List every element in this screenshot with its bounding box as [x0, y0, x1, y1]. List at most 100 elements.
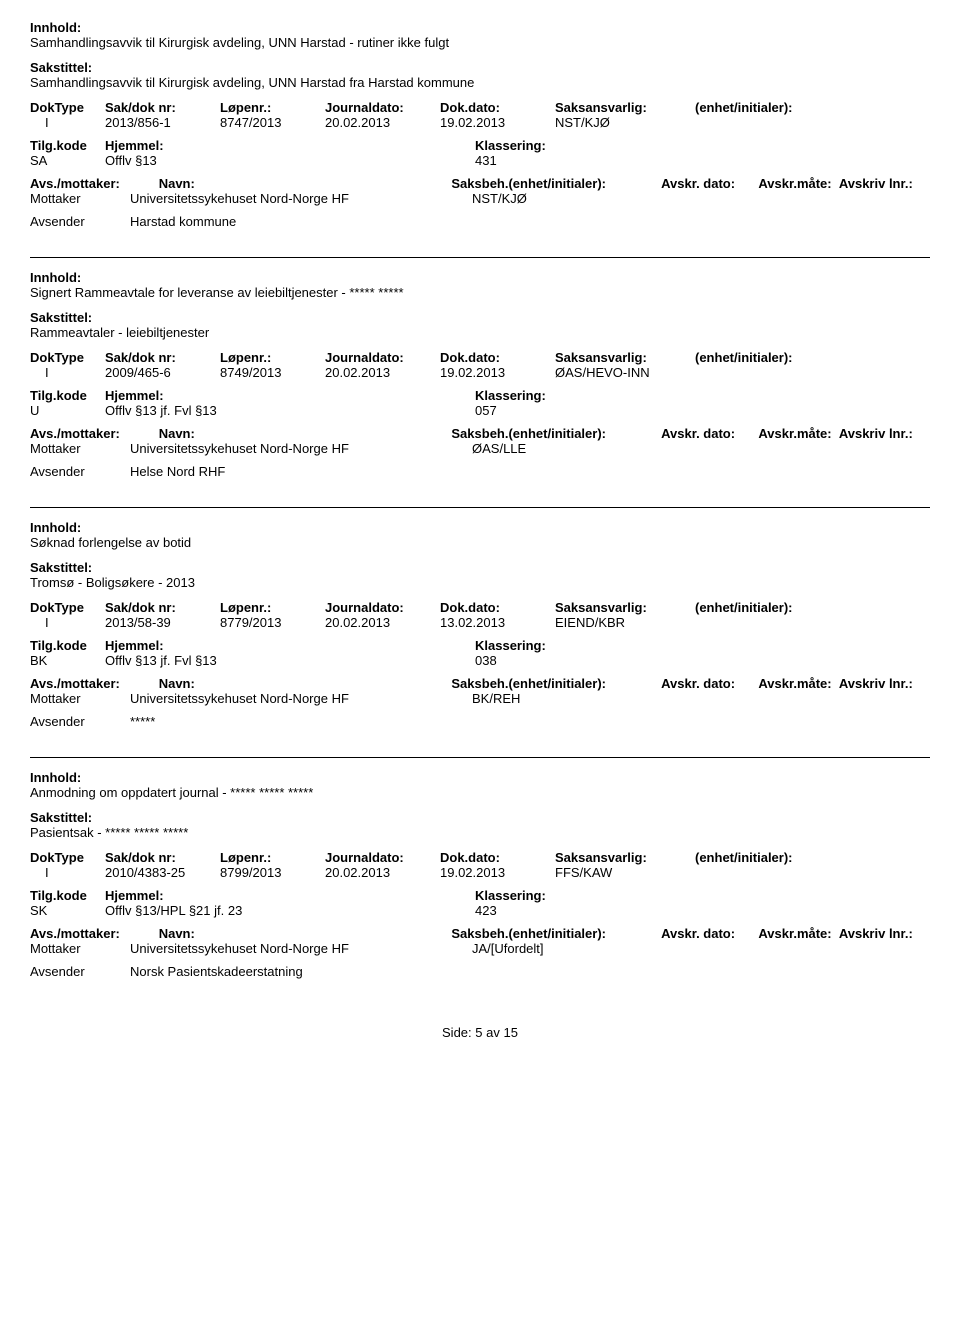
- journal-record: Innhold: Søknad forlengelse av botid Sak…: [30, 520, 930, 745]
- hjemmel-value: Offlv §13: [105, 153, 475, 168]
- record-divider: [30, 507, 930, 508]
- klassering-value: 423: [475, 903, 675, 918]
- hjemmel-value: Offlv §13/HPL §21 jf. 23: [105, 903, 475, 918]
- tilgkode-value: SA: [30, 153, 105, 168]
- lopenr-value: 8779/2013: [220, 615, 325, 630]
- innhold-text: Samhandlingsavvik til Kirurgisk avdeling…: [30, 35, 930, 50]
- journal-record: Innhold: Signert Rammeavtale for leveran…: [30, 270, 930, 495]
- enhet-header: (enhet/initialer):: [695, 350, 845, 365]
- tilgkode-header: Tilg.kode: [30, 888, 105, 903]
- innhold-label: Innhold:: [30, 270, 930, 285]
- mottaker-saksbeh: ØAS/LLE: [472, 441, 672, 456]
- klassering-value: 038: [475, 653, 675, 668]
- tilgkode-header: Tilg.kode: [30, 138, 105, 153]
- saksansvarlig-value: NST/KJØ: [555, 115, 695, 130]
- avskrdato-header: Avskr. dato:: [661, 426, 758, 441]
- enhet-header: (enhet/initialer):: [695, 600, 845, 615]
- hjemmel-value: Offlv §13 jf. Fvl §13: [105, 653, 475, 668]
- journaldato-value: 20.02.2013: [325, 615, 440, 630]
- saksansvarlig-header: Saksansvarlig:: [555, 600, 695, 615]
- lopenr-header: Løpenr.:: [220, 600, 325, 615]
- saksbeh-header: Saksbeh.(enhet/initialer):: [451, 926, 661, 941]
- innhold-text: Anmodning om oppdatert journal - ***** *…: [30, 785, 930, 800]
- tilgkode-header: Tilg.kode: [30, 388, 105, 403]
- dokdato-value: 19.02.2013: [440, 865, 555, 880]
- lopenr-header: Løpenr.:: [220, 350, 325, 365]
- innhold-label: Innhold:: [30, 770, 930, 785]
- dokdato-value: 13.02.2013: [440, 615, 555, 630]
- doktype-header: DokType: [30, 100, 105, 115]
- sakstittel-text: Samhandlingsavvik til Kirurgisk avdeling…: [30, 75, 930, 90]
- doktype-value: I: [30, 865, 105, 880]
- hjemmel-header: Hjemmel:: [105, 638, 475, 653]
- page-total: 15: [504, 1025, 518, 1040]
- navn-header: Navn:: [159, 176, 452, 191]
- avsender-navn: *****: [130, 714, 530, 729]
- journaldato-header: Journaldato:: [325, 350, 440, 365]
- navn-header: Navn:: [159, 426, 452, 441]
- enhet-header: (enhet/initialer):: [695, 850, 845, 865]
- sakstittel-label: Sakstittel:: [30, 810, 930, 825]
- navn-header: Navn:: [159, 676, 452, 691]
- mottaker-label: Mottaker: [30, 191, 130, 206]
- record-divider: [30, 257, 930, 258]
- mottaker-saksbeh: NST/KJØ: [472, 191, 672, 206]
- klassering-header: Klassering:: [475, 138, 675, 153]
- mottaker-navn: Universitetssykehuset Nord-Norge HF: [130, 441, 472, 456]
- saksansvarlig-value: FFS/KAW: [555, 865, 695, 880]
- journaldato-value: 20.02.2013: [325, 365, 440, 380]
- navn-header: Navn:: [159, 926, 452, 941]
- avsender-navn: Harstad kommune: [130, 214, 530, 229]
- avskrdato-header: Avskr. dato:: [661, 676, 758, 691]
- avsmottaker-header: Avs./mottaker:: [30, 926, 159, 941]
- mottaker-label: Mottaker: [30, 441, 130, 456]
- dokdato-value: 19.02.2013: [440, 365, 555, 380]
- avskrmate-header: Avskr.måte: Avskriv lnr.:: [758, 676, 930, 691]
- sakstittel-label: Sakstittel:: [30, 560, 930, 575]
- sakstittel-text: Rammeavtaler - leiebiltjenester: [30, 325, 930, 340]
- avsender-navn: Norsk Pasientskadeerstatning: [130, 964, 530, 979]
- avsender-label: Avsender: [30, 964, 130, 979]
- innhold-label: Innhold:: [30, 520, 930, 535]
- saksbeh-header: Saksbeh.(enhet/initialer):: [451, 676, 661, 691]
- mottaker-label: Mottaker: [30, 691, 130, 706]
- doktype-header: DokType: [30, 350, 105, 365]
- avsender-label: Avsender: [30, 714, 130, 729]
- avskrmate-header: Avskr.måte: Avskriv lnr.:: [758, 926, 930, 941]
- saksansvarlig-value: EIEND/KBR: [555, 615, 695, 630]
- saksansvarlig-value: ØAS/HEVO-INN: [555, 365, 695, 380]
- saksbeh-header: Saksbeh.(enhet/initialer):: [451, 176, 661, 191]
- mottaker-navn: Universitetssykehuset Nord-Norge HF: [130, 691, 472, 706]
- lopenr-value: 8749/2013: [220, 365, 325, 380]
- journaldato-value: 20.02.2013: [325, 865, 440, 880]
- journaldato-header: Journaldato:: [325, 600, 440, 615]
- doktype-header: DokType: [30, 600, 105, 615]
- avsmottaker-header: Avs./mottaker:: [30, 676, 159, 691]
- mottaker-label: Mottaker: [30, 941, 130, 956]
- dokdato-value: 19.02.2013: [440, 115, 555, 130]
- lopenr-value: 8747/2013: [220, 115, 325, 130]
- sakdoknr-value: 2013/58-39: [105, 615, 220, 630]
- page-av: av: [486, 1025, 500, 1040]
- doktype-value: I: [30, 115, 105, 130]
- sakstittel-label: Sakstittel:: [30, 60, 930, 75]
- doktype-header: DokType: [30, 850, 105, 865]
- avsmottaker-header: Avs./mottaker:: [30, 426, 159, 441]
- lopenr-header: Løpenr.:: [220, 100, 325, 115]
- sakstittel-text: Tromsø - Boligsøkere - 2013: [30, 575, 930, 590]
- side-label: Side:: [442, 1025, 472, 1040]
- mottaker-navn: Universitetssykehuset Nord-Norge HF: [130, 191, 472, 206]
- tilgkode-value: BK: [30, 653, 105, 668]
- sakdoknr-value: 2010/4383-25: [105, 865, 220, 880]
- saksbeh-header: Saksbeh.(enhet/initialer):: [451, 426, 661, 441]
- innhold-text: Søknad forlengelse av botid: [30, 535, 930, 550]
- klassering-value: 057: [475, 403, 675, 418]
- page-footer: Side: 5 av 15: [30, 1025, 930, 1040]
- klassering-value: 431: [475, 153, 675, 168]
- lopenr-header: Løpenr.:: [220, 850, 325, 865]
- tilgkode-value: SK: [30, 903, 105, 918]
- sakdoknr-value: 2009/465-6: [105, 365, 220, 380]
- hjemmel-header: Hjemmel:: [105, 888, 475, 903]
- hjemmel-header: Hjemmel:: [105, 388, 475, 403]
- avskrdato-header: Avskr. dato:: [661, 176, 758, 191]
